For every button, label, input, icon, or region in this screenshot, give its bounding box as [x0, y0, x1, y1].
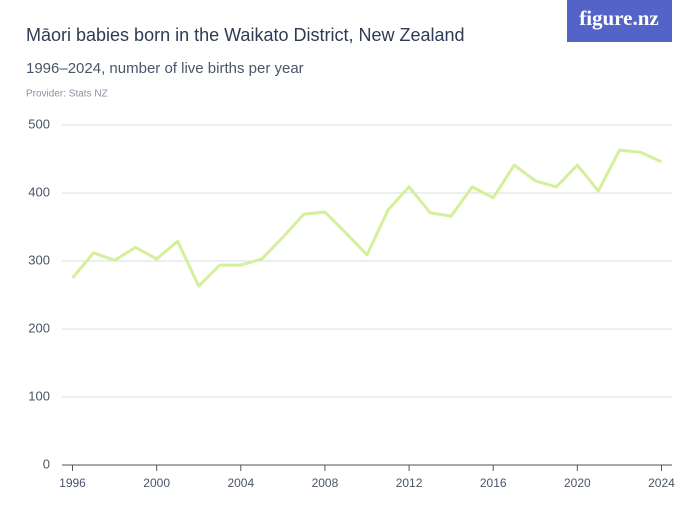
logo-box [567, 0, 672, 42]
x-tick-label: 2000 [143, 476, 170, 490]
x-tick-label: 2012 [396, 476, 423, 490]
x-tick-label: 2020 [564, 476, 591, 490]
y-tick-label: 200 [28, 320, 50, 335]
x-tick-label: 2024 [648, 476, 675, 490]
x-tick-label: 2004 [227, 476, 254, 490]
chart-title: Māori babies born in the Waikato Distric… [26, 25, 465, 45]
y-tick-label: 100 [28, 388, 50, 403]
chart-subtitle: 1996–2024, number of live births per yea… [26, 60, 304, 77]
x-tick-label: 1996 [59, 476, 86, 490]
x-tick-label: 2016 [480, 476, 507, 490]
x-tick-label: 2008 [312, 476, 339, 490]
y-tick-label: 300 [28, 252, 50, 267]
y-tick-label: 500 [28, 116, 50, 131]
y-tick-label: 0 [43, 456, 50, 471]
y-tick-label: 400 [28, 184, 50, 199]
provider: Provider: Stats NZ [26, 89, 108, 100]
data-line [71, 148, 663, 288]
logo: figure.nz [579, 6, 659, 30]
